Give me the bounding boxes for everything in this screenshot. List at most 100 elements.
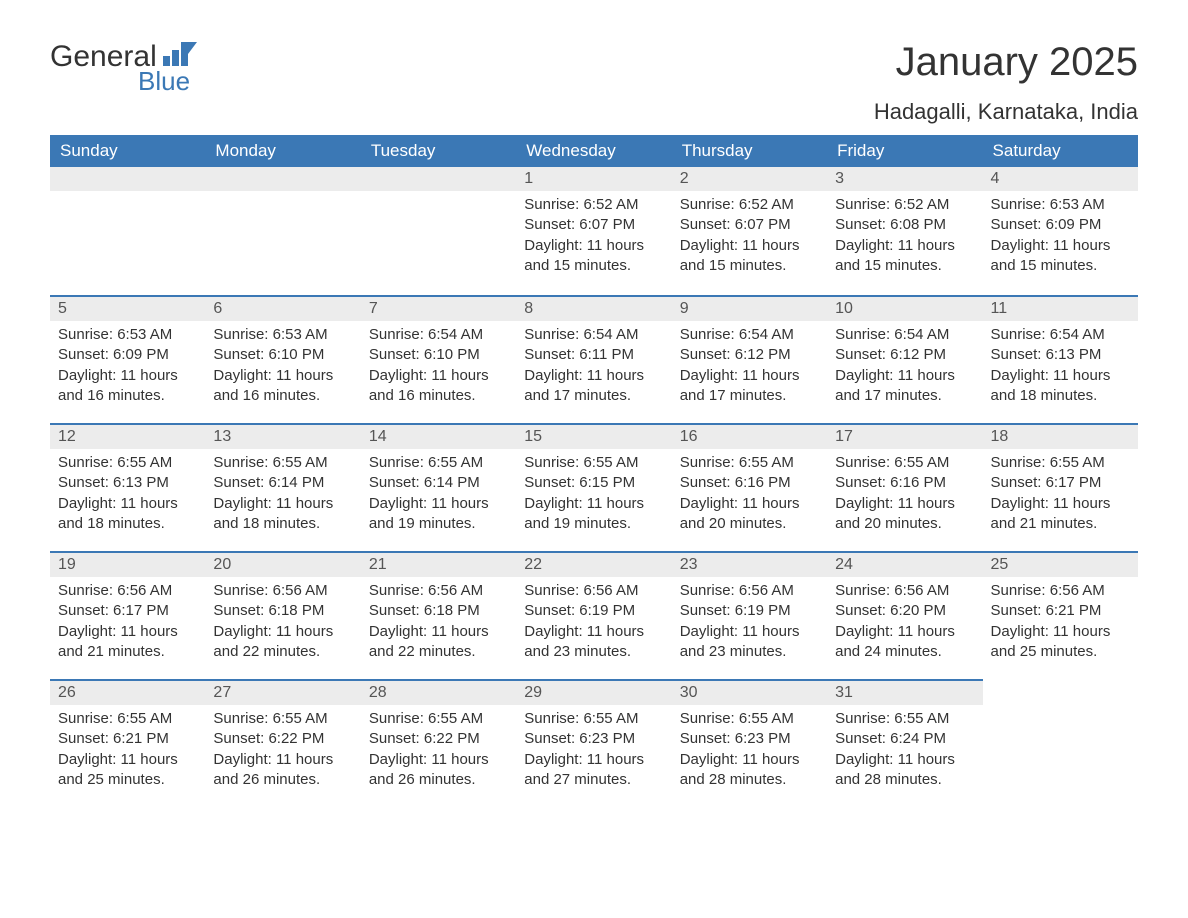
daylight-line1: Daylight: 11 hours [680,236,819,256]
day-details: Sunrise: 6:56 AMSunset: 6:18 PMDaylight:… [205,577,360,670]
daylight-line1: Daylight: 11 hours [369,366,508,386]
sunset-text: Sunset: 6:16 PM [835,473,974,493]
sunset-text: Sunset: 6:08 PM [835,215,974,235]
sunrise-text: Sunrise: 6:56 AM [991,581,1130,601]
sunset-text: Sunset: 6:09 PM [58,345,197,365]
daylight-line1: Daylight: 11 hours [680,750,819,770]
sunrise-text: Sunrise: 6:55 AM [835,453,974,473]
sunrise-text: Sunrise: 6:54 AM [369,325,508,345]
day-number: 10 [827,295,982,321]
calendar-cell: 5 Sunrise: 6:53 AMSunset: 6:09 PMDaylight… [50,295,205,423]
calendar-cell: 25Sunrise: 6:56 AMSunset: 6:21 PMDayligh… [983,551,1138,679]
daylight-line1: Daylight: 11 hours [58,750,197,770]
calendar-cell: 30Sunrise: 6:55 AMSunset: 6:23 PMDayligh… [672,679,827,807]
day-number: 7 [361,295,516,321]
day-details: Sunrise: 6:55 AMSunset: 6:13 PMDaylight:… [50,449,205,542]
daylight-line1: Daylight: 11 hours [680,622,819,642]
sunset-text: Sunset: 6:19 PM [524,601,663,621]
calendar-cell: 10Sunrise: 6:54 AMSunset: 6:12 PMDayligh… [827,295,982,423]
daylight-line2: and 22 minutes. [213,642,352,662]
sunset-text: Sunset: 6:12 PM [835,345,974,365]
calendar-cell: 15Sunrise: 6:55 AMSunset: 6:15 PMDayligh… [516,423,671,551]
day-details: Sunrise: 6:56 AMSunset: 6:19 PMDaylight:… [516,577,671,670]
weekday-header: Tuesday [361,135,516,167]
daylight-line1: Daylight: 11 hours [58,366,197,386]
sunset-text: Sunset: 6:14 PM [369,473,508,493]
day-number: 30 [672,679,827,705]
day-number: 1 [516,167,671,191]
day-details: Sunrise: 6:54 AMSunset: 6:13 PMDaylight:… [983,321,1138,414]
daylight-line1: Daylight: 11 hours [213,622,352,642]
calendar-cell: 2Sunrise: 6:52 AMSunset: 6:07 PMDaylight… [672,167,827,295]
sunset-text: Sunset: 6:10 PM [213,345,352,365]
sunset-text: Sunset: 6:21 PM [58,729,197,749]
day-details: Sunrise: 6:53 AMSunset: 6:10 PMDaylight:… [205,321,360,414]
weekday-header: Thursday [672,135,827,167]
daylight-line2: and 15 minutes. [991,256,1130,276]
calendar-cell: 8Sunrise: 6:54 AMSunset: 6:11 PMDaylight… [516,295,671,423]
sunset-text: Sunset: 6:22 PM [213,729,352,749]
day-number: 25 [983,551,1138,577]
daylight-line2: and 16 minutes. [58,386,197,406]
weekday-header: Saturday [983,135,1138,167]
daylight-line2: and 27 minutes. [524,770,663,790]
weekday-header-row: SundayMondayTuesdayWednesdayThursdayFrid… [50,135,1138,167]
empty-day-header [361,167,516,191]
daylight-line2: and 16 minutes. [369,386,508,406]
location-subtitle: Hadagalli, Karnataka, India [874,99,1138,125]
day-number: 5 [50,295,205,321]
day-number: 29 [516,679,671,705]
day-details: Sunrise: 6:54 AMSunset: 6:10 PMDaylight:… [361,321,516,414]
weekday-header: Monday [205,135,360,167]
day-details: Sunrise: 6:55 AMSunset: 6:22 PMDaylight:… [361,705,516,798]
day-number: 19 [50,551,205,577]
sunset-text: Sunset: 6:12 PM [680,345,819,365]
calendar-week-row: 26Sunrise: 6:55 AMSunset: 6:21 PMDayligh… [50,679,1138,807]
calendar-table: SundayMondayTuesdayWednesdayThursdayFrid… [50,135,1138,807]
day-details: Sunrise: 6:53 AMSunset: 6:09 PMDaylight:… [983,191,1138,284]
daylight-line2: and 23 minutes. [524,642,663,662]
sunset-text: Sunset: 6:20 PM [835,601,974,621]
daylight-line2: and 21 minutes. [58,642,197,662]
calendar-cell: 23Sunrise: 6:56 AMSunset: 6:19 PMDayligh… [672,551,827,679]
sunrise-text: Sunrise: 6:56 AM [524,581,663,601]
daylight-line2: and 25 minutes. [991,642,1130,662]
empty-day-header [50,167,205,191]
day-number: 9 [672,295,827,321]
sunrise-text: Sunrise: 6:53 AM [58,325,197,345]
sunrise-text: Sunrise: 6:54 AM [835,325,974,345]
day-number: 26 [50,679,205,705]
daylight-line1: Daylight: 11 hours [524,236,663,256]
day-details: Sunrise: 6:54 AMSunset: 6:12 PMDaylight:… [827,321,982,414]
sunset-text: Sunset: 6:11 PM [524,345,663,365]
sunset-text: Sunset: 6:19 PM [680,601,819,621]
day-number: 6 [205,295,360,321]
daylight-line1: Daylight: 11 hours [524,366,663,386]
day-details: Sunrise: 6:55 AMSunset: 6:16 PMDaylight:… [827,449,982,542]
day-details: Sunrise: 6:52 AMSunset: 6:08 PMDaylight:… [827,191,982,284]
sunrise-text: Sunrise: 6:52 AM [524,195,663,215]
day-number: 31 [827,679,982,705]
calendar-cell: 7Sunrise: 6:54 AMSunset: 6:10 PMDaylight… [361,295,516,423]
day-details: Sunrise: 6:55 AMSunset: 6:23 PMDaylight:… [672,705,827,798]
sunrise-text: Sunrise: 6:55 AM [524,453,663,473]
day-details: Sunrise: 6:55 AMSunset: 6:23 PMDaylight:… [516,705,671,798]
sunrise-text: Sunrise: 6:55 AM [680,453,819,473]
day-number: 8 [516,295,671,321]
sunset-text: Sunset: 6:18 PM [369,601,508,621]
day-number: 14 [361,423,516,449]
logo-block: General Blue [50,40,197,97]
daylight-line1: Daylight: 11 hours [369,494,508,514]
daylight-line1: Daylight: 11 hours [524,750,663,770]
day-number: 18 [983,423,1138,449]
sunset-text: Sunset: 6:22 PM [369,729,508,749]
daylight-line1: Daylight: 11 hours [991,366,1130,386]
day-number: 27 [205,679,360,705]
day-number: 13 [205,423,360,449]
sunset-text: Sunset: 6:09 PM [991,215,1130,235]
header: General Blue January 2025 Hadagalli, Kar… [50,40,1138,125]
sunrise-text: Sunrise: 6:55 AM [991,453,1130,473]
sunrise-text: Sunrise: 6:52 AM [835,195,974,215]
calendar-cell [205,167,360,295]
sunrise-text: Sunrise: 6:54 AM [991,325,1130,345]
